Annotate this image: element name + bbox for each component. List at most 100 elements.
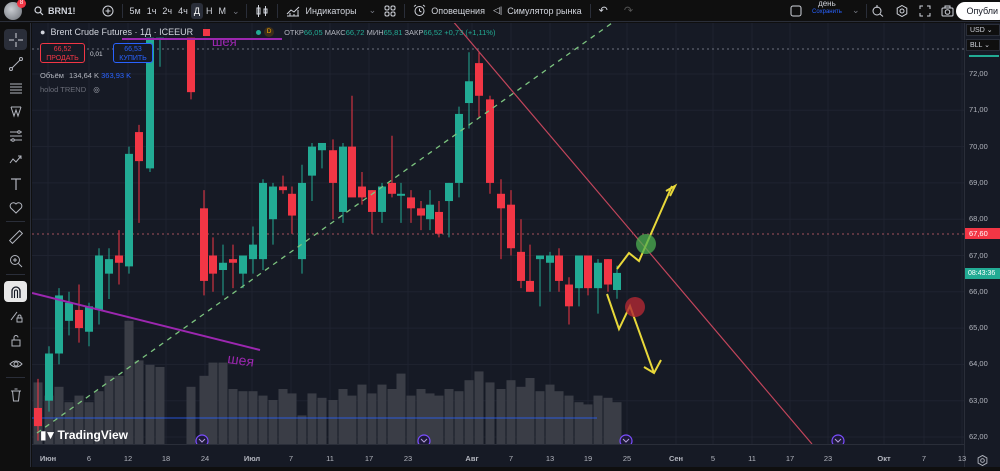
indicator-legend[interactable]: holod TREND ◎ — [40, 85, 100, 94]
buy-button[interactable]: 66,53 КУПИТЬ — [113, 43, 153, 63]
zoom-in-tool[interactable] — [4, 250, 27, 271]
unlock-icon — [11, 334, 20, 346]
price-tick-label: 70,00 — [969, 141, 988, 151]
alerts-button[interactable]: Оповещения — [409, 0, 489, 22]
crosshair-icon — [8, 32, 23, 47]
layouts-button[interactable] — [380, 0, 400, 22]
unit-select[interactable]: BLL ⌄ — [966, 39, 1000, 51]
layout-name: день — [818, 0, 836, 8]
price-axis[interactable]: USD ⌄ BLL ⌄ 72,00 71,00 70,00 69,00 68,00 67,… — [964, 23, 1000, 467]
symbol-search-button[interactable]: BRN1! — [30, 0, 80, 22]
compare-symbol-button[interactable] — [98, 0, 118, 22]
measure-tool[interactable] — [4, 226, 27, 247]
low-label: МИН — [366, 27, 384, 37]
time-tick-label: Июл — [243, 454, 261, 463]
low-value: 65,81 — [383, 27, 403, 37]
divider — [277, 3, 279, 18]
time-tick-label: 17 — [364, 454, 374, 463]
series-title[interactable]: Brent Crude Futures · 1Д · ICEEUR — [50, 27, 194, 37]
brush-tool[interactable] — [4, 149, 27, 170]
volume-legend[interactable]: Объём 134,64 K 363,93 K — [40, 71, 131, 80]
text-tool[interactable] — [4, 173, 27, 194]
user-avatar[interactable]: 8 — [4, 0, 26, 20]
delayed-data-icon[interactable]: D — [264, 27, 275, 37]
chart-type-button[interactable] — [251, 0, 273, 22]
time-tick-label: 12 — [123, 454, 133, 463]
replay-label: Симулятор рынка — [507, 5, 582, 16]
price-tick-label: 71,00 — [969, 105, 988, 115]
interval-4h[interactable]: 4ч — [178, 5, 188, 16]
redo-button[interactable]: ↷ — [620, 0, 637, 22]
magnet-mode-button[interactable] — [4, 281, 27, 302]
text-icon — [10, 177, 21, 190]
interval-week[interactable]: Н — [205, 5, 213, 16]
fib-tool[interactable] — [4, 77, 27, 98]
top-toolbar: 8 BRN1! 5м 1ч 2ч 4ч Д Н М ⌄ Индикаторы ⌄… — [0, 0, 1000, 22]
price-chart-canvas[interactable]: шея — [32, 23, 964, 444]
undo-button[interactable]: ↶ — [595, 0, 612, 22]
market-status-icon — [203, 28, 211, 36]
neck-label-top[interactable]: шея — [212, 34, 237, 49]
hide-drawings-button[interactable] — [4, 353, 27, 374]
settings-button[interactable] — [892, 0, 912, 22]
chevron-down-icon[interactable]: ⌄ — [368, 5, 377, 15]
tv-logo-icon: ▮▼ — [40, 428, 57, 442]
channel-lines-icon — [9, 129, 22, 142]
price-tick-label: 65,00 — [969, 323, 988, 333]
forecast-tool[interactable] — [4, 125, 27, 146]
interval-day[interactable]: Д — [190, 2, 203, 19]
hidden-eye-icon[interactable]: ◎ — [93, 85, 100, 94]
price-tick-label: 62,00 — [969, 432, 988, 441]
lock-drawings-button[interactable] — [4, 305, 27, 326]
time-tick-label: 19 — [583, 454, 593, 463]
screenshot-button[interactable] — [937, 0, 958, 22]
currency-select[interactable]: USD ⌄ — [966, 24, 1000, 36]
tradingview-logo[interactable]: ▮▼ TradingView — [40, 428, 128, 442]
sell-button[interactable]: 66,52 ПРОДАТЬ — [40, 43, 85, 63]
time-tick-label: Июн — [39, 454, 57, 463]
price-tick-label: 63,00 — [969, 395, 988, 405]
publish-button[interactable]: Опубли — [956, 2, 1000, 20]
interval-dropdown-chevron-icon[interactable]: ⌄ — [231, 5, 240, 16]
indicators-label: Индикаторы — [305, 5, 357, 16]
interval-1h[interactable]: 1ч — [146, 5, 157, 16]
time-tick-label: 13 — [545, 454, 555, 463]
axis-settings-button[interactable] — [977, 453, 988, 471]
time-tick-label: 7 — [288, 454, 294, 463]
layout-name-button[interactable]: день Сохранить — [808, 0, 846, 22]
interval-5m[interactable]: 5м — [129, 5, 141, 16]
trend-line-tool[interactable] — [4, 53, 27, 74]
fullscreen-button[interactable] — [915, 0, 935, 22]
currency-value: USD — [970, 27, 985, 34]
time-axis[interactable]: Июн 6 12 18 24 Июл 7 11 17 23 Авг 7 13 19 25 Сен 5 11 17 23… — [32, 444, 966, 467]
fullscreen-layout-toggle[interactable] — [786, 0, 806, 22]
magnet-icon — [10, 285, 21, 298]
ohlc-values: ОТКР66,05 МАКС66,72 МИН65,81 ЗАКР66,52 +… — [284, 28, 495, 37]
pattern-tool[interactable] — [4, 101, 27, 122]
indicators-button[interactable]: Индикаторы ⌄ — [282, 0, 380, 22]
gear-icon — [977, 454, 988, 467]
crosshair-tool[interactable] — [4, 29, 27, 50]
search-icon — [34, 5, 44, 15]
replay-icon: ◁| — [492, 5, 503, 15]
layout-chevron-down-icon[interactable]: ⌄ — [852, 5, 860, 15]
plus-circle-icon — [102, 5, 114, 16]
lock-all-button[interactable] — [4, 329, 27, 350]
interval-2h[interactable]: 2ч — [162, 5, 173, 16]
fullscreen-icon — [919, 5, 931, 16]
change-value: +0,73 (+1,11%) — [444, 27, 496, 37]
time-tick-label: 6 — [86, 454, 92, 463]
divider — [589, 3, 591, 18]
indicators-icon — [287, 6, 300, 16]
drop-icon: ● — [40, 27, 46, 37]
alerts-label: Оповещения — [431, 5, 485, 16]
chart-pane[interactable]: шея ● Brent Crude Futures · 1Д · ICEEUR … — [32, 23, 964, 444]
open-value: 66,05 — [303, 27, 323, 37]
interval-month[interactable]: М — [218, 5, 226, 16]
quick-search-button[interactable] — [868, 0, 888, 22]
remove-drawings-button[interactable] — [4, 384, 27, 405]
price-tick-label: 66,00 — [969, 286, 988, 296]
favorites-tool[interactable] — [4, 197, 27, 218]
volume-label: Объём — [40, 71, 64, 80]
replay-button[interactable]: ◁| Симулятор рынка — [489, 0, 586, 22]
